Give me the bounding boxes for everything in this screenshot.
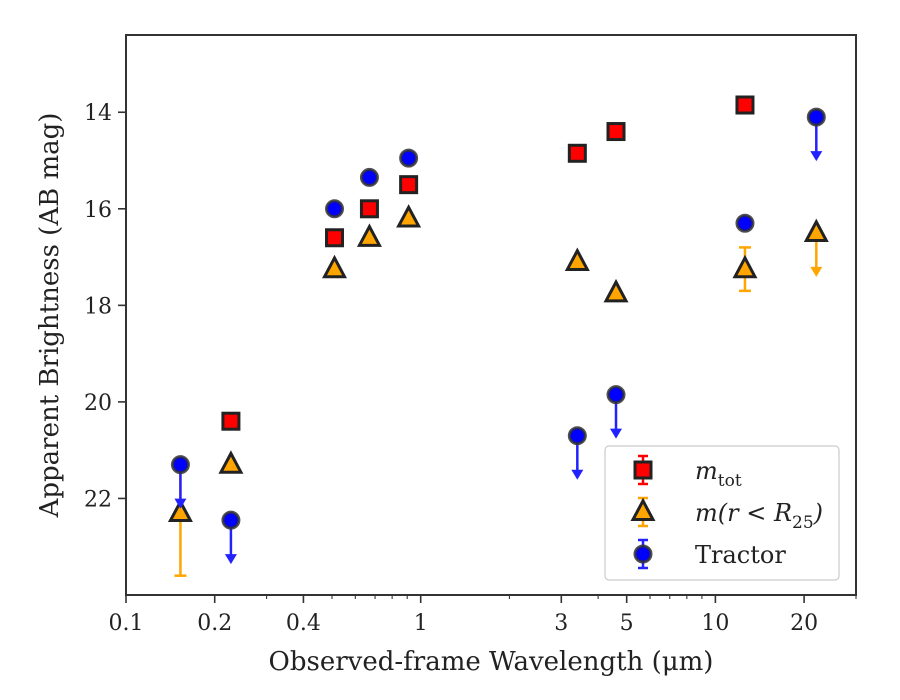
axes-frame	[125, 34, 857, 596]
data-point	[359, 199, 379, 219]
upper-limit-arrowhead	[810, 151, 823, 162]
data-point	[606, 122, 626, 142]
data-marks	[167, 95, 829, 577]
legend-marker	[633, 544, 653, 564]
legend-label: m(r < R25)	[695, 499, 823, 533]
legend-entry: m(r < R25)	[630, 496, 823, 533]
y-tick-label: 16	[84, 198, 112, 223]
legend-entry: mtot	[633, 454, 742, 491]
data-point	[170, 455, 190, 475]
legend-box	[604, 445, 840, 581]
data-point	[603, 278, 629, 303]
data-point	[606, 385, 626, 405]
legend: mtot m(r < R25) Tractor	[604, 445, 840, 581]
upper-limit-arrowhead	[174, 498, 187, 509]
y-tick-label: 22	[84, 487, 112, 512]
data-point	[221, 411, 241, 431]
x-axis-ticks: 0.1 0.2 0.4 1 3 5 10 20	[109, 595, 857, 636]
x-tick-label: 10	[701, 611, 729, 636]
data-point	[356, 223, 382, 247]
data-point	[567, 143, 587, 163]
data-point	[221, 510, 241, 530]
data-point	[567, 426, 587, 446]
y-axis-ticks: 14 16 18 20 22	[84, 101, 126, 512]
y-axis-label: Apparent Brightness (AB mag)	[35, 113, 65, 519]
upper-limit-arrowhead	[610, 428, 623, 439]
x-tick-label: 0.4	[286, 611, 321, 636]
x-tick-label: 1	[414, 611, 428, 636]
data-point	[359, 167, 379, 187]
y-tick-label: 20	[84, 391, 112, 416]
x-tick-label: 0.1	[109, 611, 144, 636]
data-point	[564, 247, 590, 271]
y-tick-label: 14	[84, 101, 112, 126]
data-point	[325, 199, 345, 219]
x-tick-label: 3	[554, 611, 568, 636]
legend-marker	[633, 460, 653, 480]
data-point	[399, 175, 419, 195]
data-point	[167, 498, 193, 522]
data-point	[399, 148, 419, 168]
data-point	[396, 204, 422, 228]
data-point	[732, 254, 758, 279]
data-point	[735, 95, 755, 115]
data-point	[735, 213, 755, 233]
legend-marker	[630, 497, 656, 522]
data-point	[806, 107, 826, 127]
series-square	[221, 95, 755, 431]
x-axis-label: Observed-frame Wavelength (μm)	[269, 647, 714, 677]
x-tick-label: 20	[790, 611, 818, 636]
data-point	[803, 218, 829, 242]
x-tick-label: 5	[620, 611, 634, 636]
data-point	[325, 228, 345, 248]
legend-label: mtot	[695, 457, 742, 491]
upper-limit-arrowhead	[810, 266, 823, 277]
upper-limit-arrowhead	[571, 469, 584, 480]
legend-entry: Tractor	[633, 538, 786, 570]
upper-limit-arrowhead	[224, 554, 237, 565]
data-point	[218, 450, 244, 474]
data-point	[322, 254, 348, 279]
legend-label: Tractor	[695, 541, 786, 569]
x-tick-label: 0.2	[197, 611, 232, 636]
series-circle	[170, 107, 826, 565]
y-tick-label: 18	[84, 294, 112, 319]
